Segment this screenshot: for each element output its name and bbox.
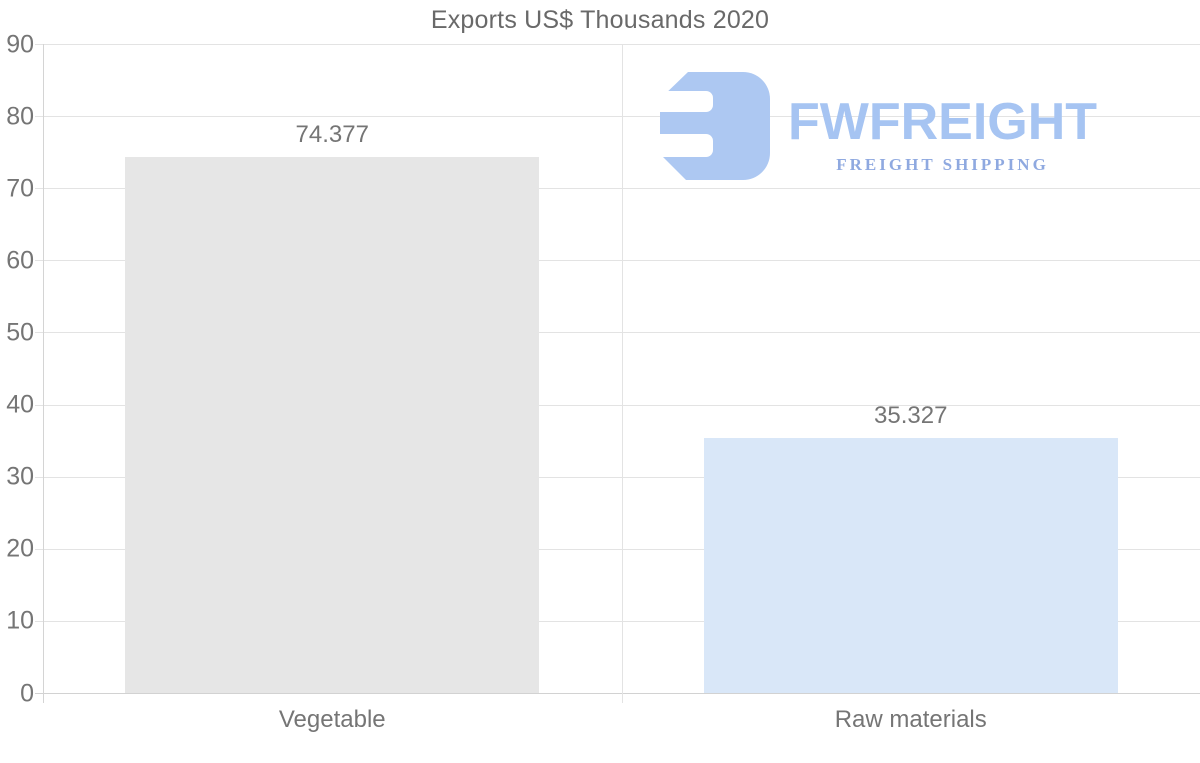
y-tick-label: 10 (6, 606, 34, 635)
y-tick-label: 20 (6, 534, 34, 563)
gridline-y-70 (35, 188, 1200, 190)
gridline-y-10 (35, 620, 1200, 622)
logo-wordmark: FWFREIGHT (788, 93, 1098, 151)
fwfreight-logo: FWFREIGHT FREIGHT SHIPPING (648, 72, 1097, 180)
y-tick-label: 80 (6, 102, 34, 131)
y-tick-label: 50 (6, 318, 34, 347)
y-tick-label: 0 (20, 679, 34, 707)
logo-text-block: FWFREIGHT FREIGHT SHIPPING (788, 72, 1097, 175)
gridline-y-20 (35, 548, 1200, 550)
gridline-y-50 (35, 332, 1200, 334)
category-divider-gridline (621, 44, 623, 703)
gridline-y-0 (35, 693, 1200, 694)
fwfreight-logo-icon (648, 72, 770, 180)
bar-value-label-vegetable: 74.377 (295, 120, 369, 148)
bar-value-label-raw-materials: 35.327 (874, 402, 948, 430)
y-tick-label: 40 (6, 390, 34, 419)
y-tick-label: 90 (6, 30, 34, 58)
gridline-y-40 (35, 404, 1200, 406)
gridline-y-30 (35, 476, 1200, 478)
y-axis-line (43, 44, 44, 703)
gridline-y-80 (35, 116, 1200, 118)
category-label-raw-materials: Raw materials (834, 706, 987, 733)
gridline-y-90 (35, 44, 1200, 45)
bar-vegetable (125, 156, 540, 693)
y-tick-label: 30 (6, 462, 34, 491)
logo-tagline: FREIGHT SHIPPING (836, 155, 1049, 174)
y-tick-label: 60 (6, 246, 34, 275)
bar-raw-materials (703, 438, 1118, 693)
chart-title: Exports US$ Thousands 2020 (430, 6, 770, 34)
category-label-vegetable: Vegetable (278, 706, 386, 733)
y-tick-label: 70 (6, 174, 34, 203)
gridline-y-60 (35, 260, 1200, 262)
